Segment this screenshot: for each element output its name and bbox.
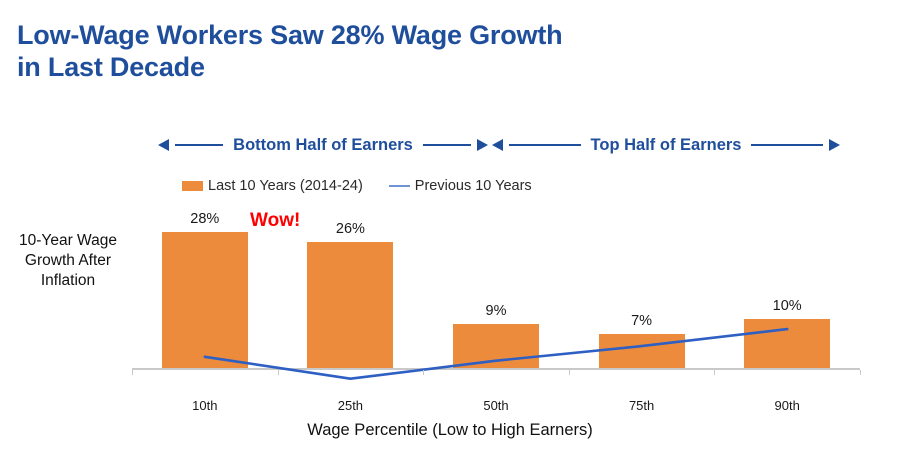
x-axis-line — [132, 368, 860, 370]
bracket-line-left — [175, 144, 224, 146]
x-axis-tick-label-50th: 50th — [483, 398, 509, 413]
bar-75th — [598, 334, 685, 368]
y-axis-label: 10-Year Wage Growth After Inflation — [19, 232, 117, 289]
x-axis-label: Wage Percentile (Low to High Earners) — [307, 421, 593, 439]
bracket-line-right — [751, 144, 823, 146]
x-axis-tick — [423, 370, 425, 375]
x-axis-tick — [714, 370, 716, 375]
x-axis-tick — [860, 370, 861, 375]
x-axis-tick — [568, 370, 570, 375]
bracket-bottom-half-label: Bottom Half of Earners — [233, 135, 413, 154]
plot-area: 28% 26% 9% 7% 10% — [132, 205, 860, 375]
bracket-line-right — [422, 144, 471, 146]
x-axis-tick — [277, 370, 279, 375]
chart-title: Low-Wage Workers Saw 28% Wage Growth in … — [17, 20, 563, 82]
bracket-bottom-half: Bottom Half of Earners — [158, 131, 488, 159]
legend-item-bars: Last 10 Years (2014-24) — [182, 178, 363, 194]
bracket-top-half-label: Top Half of Earners — [590, 135, 742, 154]
legend-item-bars-label: Last 10 Years (2014-24) — [208, 178, 363, 194]
bar-50th — [453, 324, 539, 368]
arrow-right-icon — [477, 139, 488, 151]
x-axis-tick — [132, 370, 133, 375]
bracket-top-half: Top Half of Earners — [492, 131, 840, 159]
bar-value-label-10th: 28% — [190, 211, 220, 227]
bar-value-label-50th: 9% — [485, 303, 507, 320]
legend-item-line-label: Previous 10 Years — [414, 178, 532, 194]
bar-10th — [161, 232, 248, 368]
x-axis-tick-label-90th: 90th — [774, 398, 800, 413]
x-axis-tick-label-10th: 10th — [192, 398, 218, 413]
chart-legend: Last 10 Years (2014-24) Previous 10 Year… — [182, 176, 532, 196]
bar-90th — [744, 319, 831, 368]
legend-item-line: Previous 10 Years — [388, 178, 532, 194]
bar-25th — [307, 241, 394, 368]
arrow-left-icon — [492, 139, 503, 151]
bar-value-label-25th: 26% — [335, 220, 365, 237]
legend-bar-swatch-icon — [182, 181, 203, 191]
bar-value-label-90th: 10% — [772, 298, 802, 315]
x-axis-tick-label-75th: 75th — [628, 398, 655, 413]
legend-line-swatch-icon — [388, 185, 410, 187]
x-axis-tick-label-25th: 25th — [337, 398, 364, 413]
bracket-line-left — [509, 144, 581, 146]
arrow-left-icon — [158, 139, 169, 151]
arrow-right-icon — [829, 139, 840, 151]
wow-annotation: Wow! — [250, 210, 301, 231]
bar-value-label-75th: 7% — [631, 313, 653, 329]
